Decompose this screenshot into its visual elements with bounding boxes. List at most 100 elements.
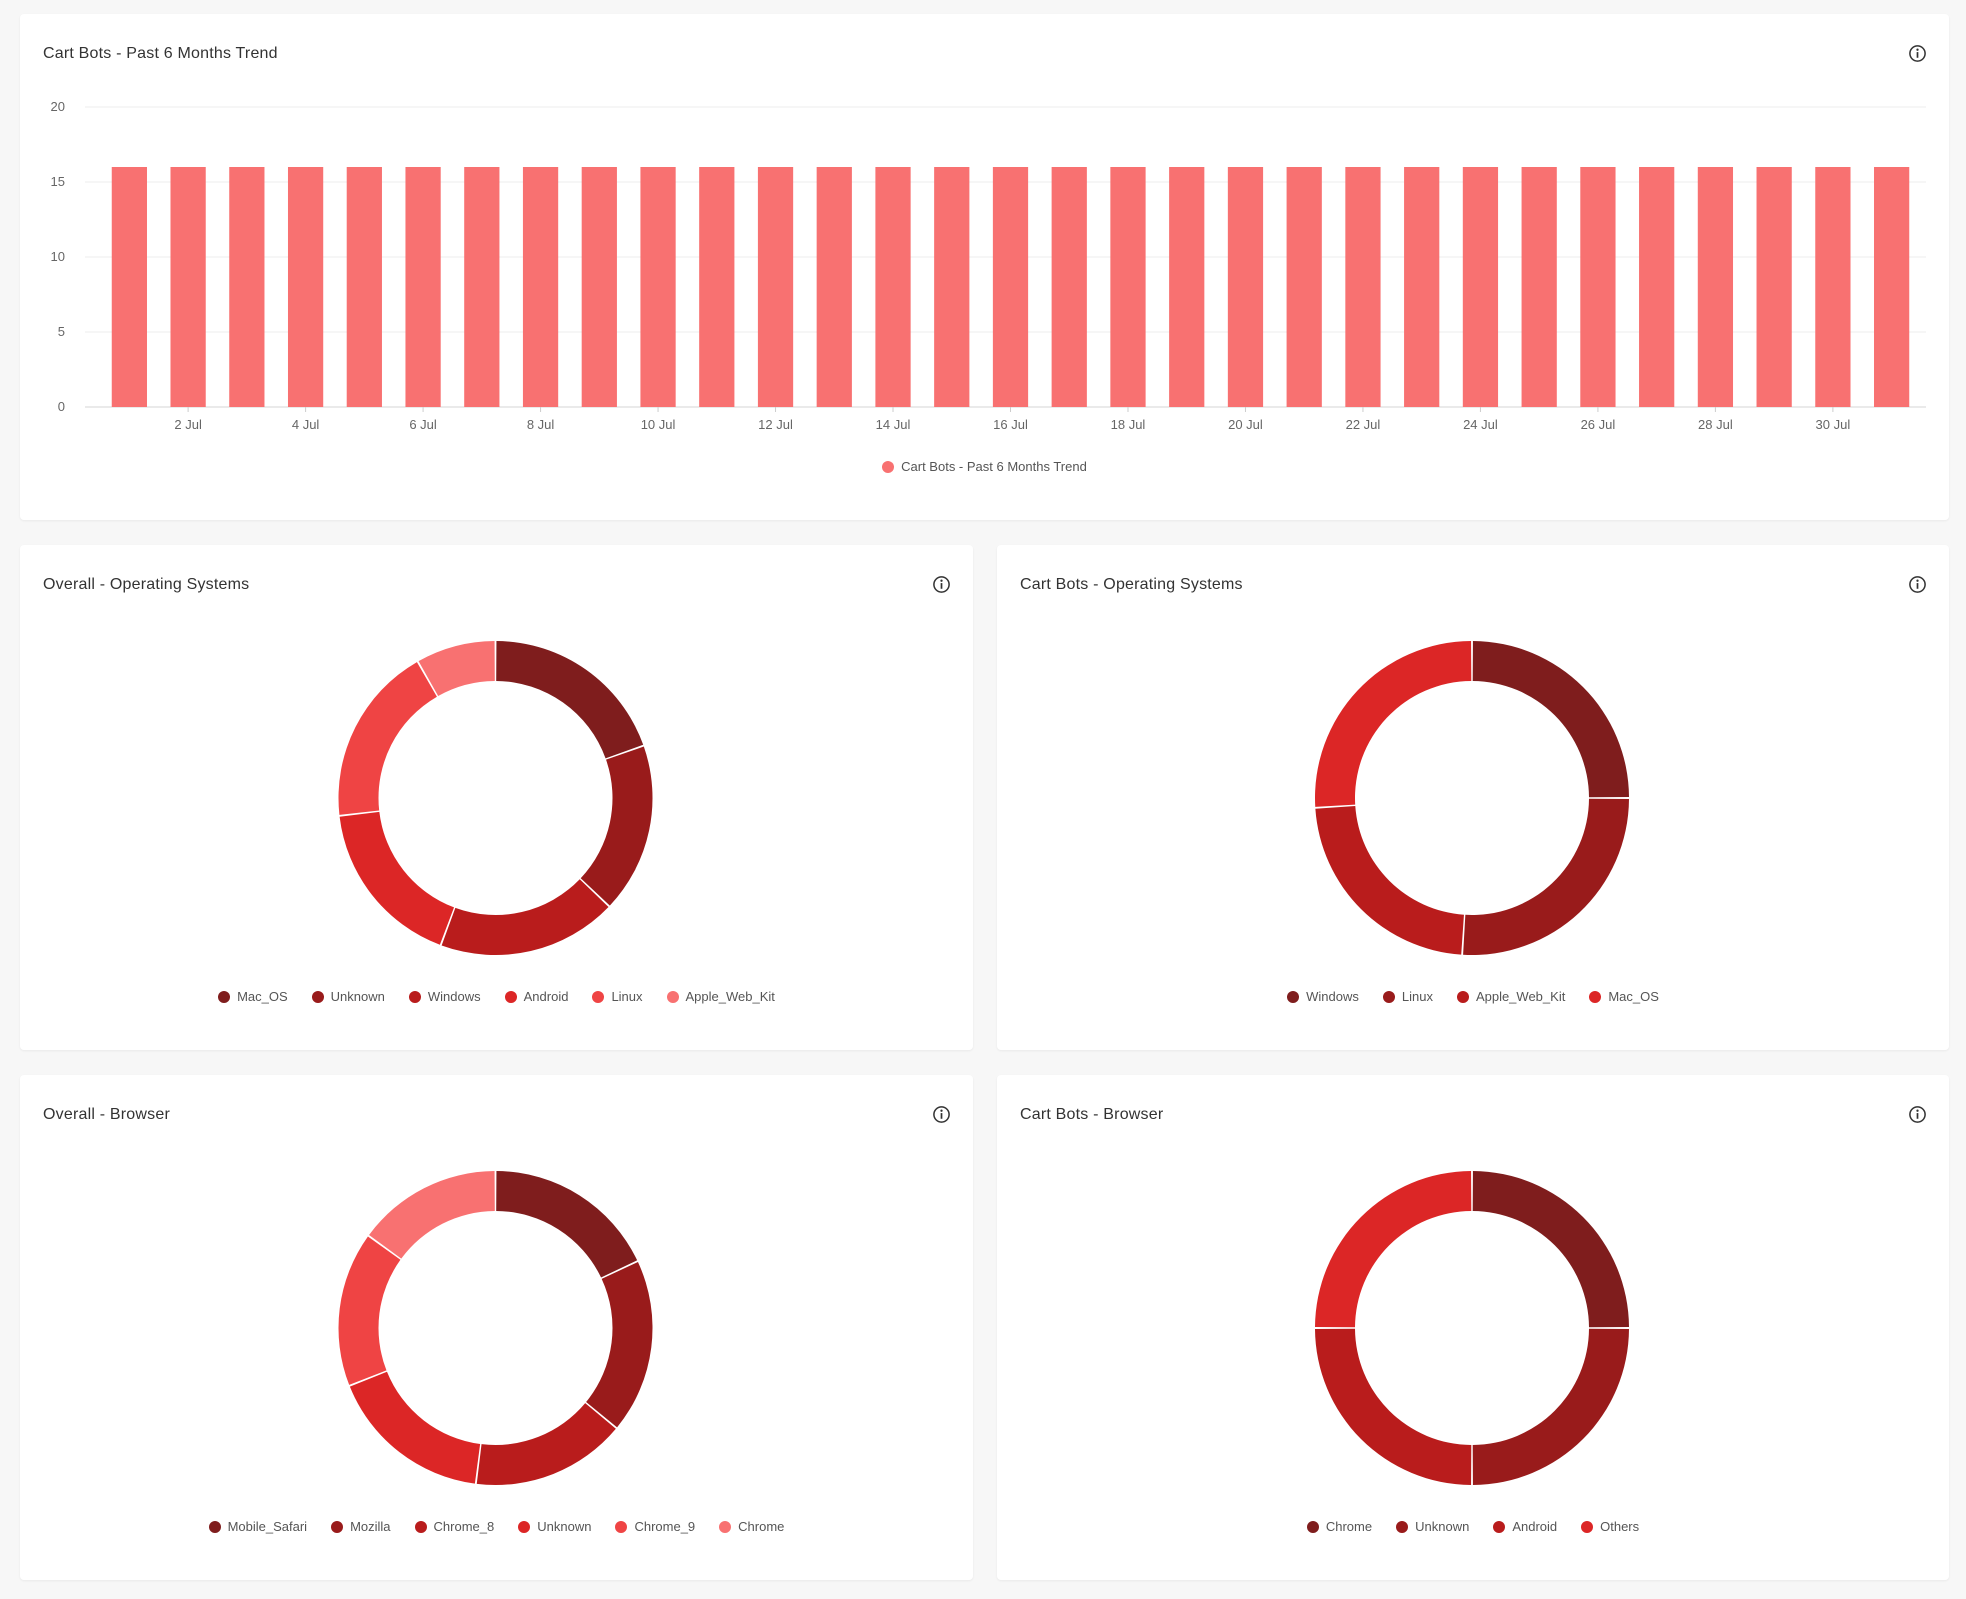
browser-bots-donut-chart [1315,1171,1629,1485]
x-tick-label: 18 Jul [1111,417,1146,432]
y-tick-label: 15 [51,174,65,189]
bar[interactable] [1521,167,1557,407]
legend-item[interactable]: Android [1493,1519,1557,1534]
bar[interactable] [170,167,206,407]
donut-slice[interactable] [476,1403,616,1485]
donut-slice[interactable] [338,662,437,815]
donut-slice[interactable] [369,1171,495,1259]
info-icon[interactable] [1908,44,1927,63]
bar[interactable] [699,167,735,407]
x-tick-label: 6 Jul [409,417,437,432]
legend-label: Chrome_9 [634,1519,696,1534]
legend-item[interactable]: Linux [592,989,643,1004]
donut-slice[interactable] [1315,806,1464,955]
legend-dot [1589,990,1602,1003]
info-icon[interactable] [1908,575,1927,594]
bar[interactable] [111,167,147,407]
bar[interactable] [1462,167,1499,407]
legend-item[interactable]: Mobile_Safari [208,1519,307,1534]
donut-slice[interactable] [1315,1328,1472,1485]
legend-item[interactable]: Windows [1287,989,1359,1004]
bar[interactable] [1110,167,1146,407]
bar[interactable] [757,167,794,407]
legend-item[interactable]: Unknown [311,989,385,1004]
bar[interactable] [1286,167,1322,407]
browser-overall-card: Overall - Browser Mobile_Safari Mozilla Ch… [20,1075,973,1580]
donut-slice[interactable] [580,746,653,906]
bar[interactable] [1169,167,1205,407]
legend-dot [1306,1520,1319,1533]
legend-item[interactable]: Cart Bots - Past 6 Months Trend [882,459,1087,474]
os-bots-donut-chart [1315,641,1629,955]
bar[interactable] [640,167,676,407]
legend-item[interactable]: Unknown [518,1519,591,1534]
bar[interactable] [522,167,559,407]
donut-slice[interactable] [1472,641,1629,798]
bar[interactable] [287,167,324,407]
donut-slice[interactable] [339,811,455,945]
donut-slice[interactable] [1472,1328,1629,1485]
trend-bar-chart: 0 5 10 15 20 2 Jul 4 Jul 6 Jul 8 Jul 10 Jul 12 Jul… [51,99,1926,432]
info-icon[interactable] [932,1105,951,1124]
bar[interactable] [1756,167,1792,407]
bar[interactable] [1639,167,1675,407]
bar[interactable] [464,167,500,407]
bar[interactable] [934,167,970,407]
donut-slice[interactable] [418,641,495,697]
donut-slice[interactable] [338,1236,401,1385]
legend-label: Mac_OS [1608,989,1659,1004]
legend-label: Linux [611,989,643,1004]
legend-label: Chrome [738,1519,785,1534]
legend-item[interactable]: Chrome_8 [414,1519,494,1534]
legend-item[interactable]: Linux [1382,989,1433,1004]
os-overall-title: Overall - Operating Systems [43,576,250,593]
os-overall-card: Overall - Operating Systems Mac_OS Unknow… [20,545,973,1050]
info-icon[interactable] [1908,1105,1927,1124]
bar[interactable] [405,167,441,407]
info-icon[interactable] [932,575,951,594]
legend-label: Unknown [1415,1519,1470,1534]
legend-item[interactable]: Mac_OS [1589,989,1659,1004]
donut-slice[interactable] [1472,1171,1629,1328]
x-tick-label: 28 Jul [1698,417,1733,432]
bar[interactable] [346,167,382,407]
bar[interactable] [581,167,617,407]
bar[interactable] [1815,167,1851,407]
bar[interactable] [1697,167,1734,407]
legend-item[interactable]: Others [1581,1519,1639,1534]
bar[interactable] [1874,167,1910,407]
legend-item[interactable]: Chrome_9 [615,1519,695,1534]
bar[interactable] [1404,167,1440,407]
legend-item[interactable]: Unknown [1396,1519,1469,1534]
legend-item[interactable]: Android [504,989,568,1004]
bar[interactable] [229,167,265,407]
bar[interactable] [1580,167,1616,407]
trend-card-title: Cart Bots - Past 6 Months Trend [43,45,278,62]
donut-slice[interactable] [349,1371,481,1484]
legend-item[interactable]: Apple_Web_Kit [666,989,775,1004]
legend-dot [1581,1520,1594,1533]
legend-label: Android [1512,1519,1558,1534]
donut-slice[interactable] [1315,1171,1472,1328]
bar[interactable] [816,167,852,407]
bar[interactable] [1227,167,1264,407]
legend-item[interactable]: Mac_OS [218,989,288,1004]
legend-item[interactable]: Chrome [1306,1519,1372,1534]
donut-slice[interactable] [496,1171,638,1278]
bar[interactable] [992,167,1029,407]
bar[interactable] [1051,167,1087,407]
donut-slice[interactable] [1315,641,1472,807]
bar[interactable] [875,167,911,407]
donut-slice[interactable] [441,879,609,955]
legend-item[interactable]: Apple_Web_Kit [1456,989,1565,1004]
donut-slice[interactable] [496,641,644,759]
trend-card: Cart Bots - Past 6 Months Trend 0 5 10 15 20… [20,14,1949,520]
donut-slice[interactable] [586,1262,653,1428]
legend-item[interactable]: Mozilla [331,1519,391,1534]
legend-item[interactable]: Chrome [719,1519,784,1534]
donut-slice[interactable] [1463,798,1629,955]
y-tick-label: 10 [51,249,65,264]
y-tick-label: 0 [58,399,65,414]
legend-item[interactable]: Windows [408,989,481,1004]
bar[interactable] [1345,167,1381,407]
